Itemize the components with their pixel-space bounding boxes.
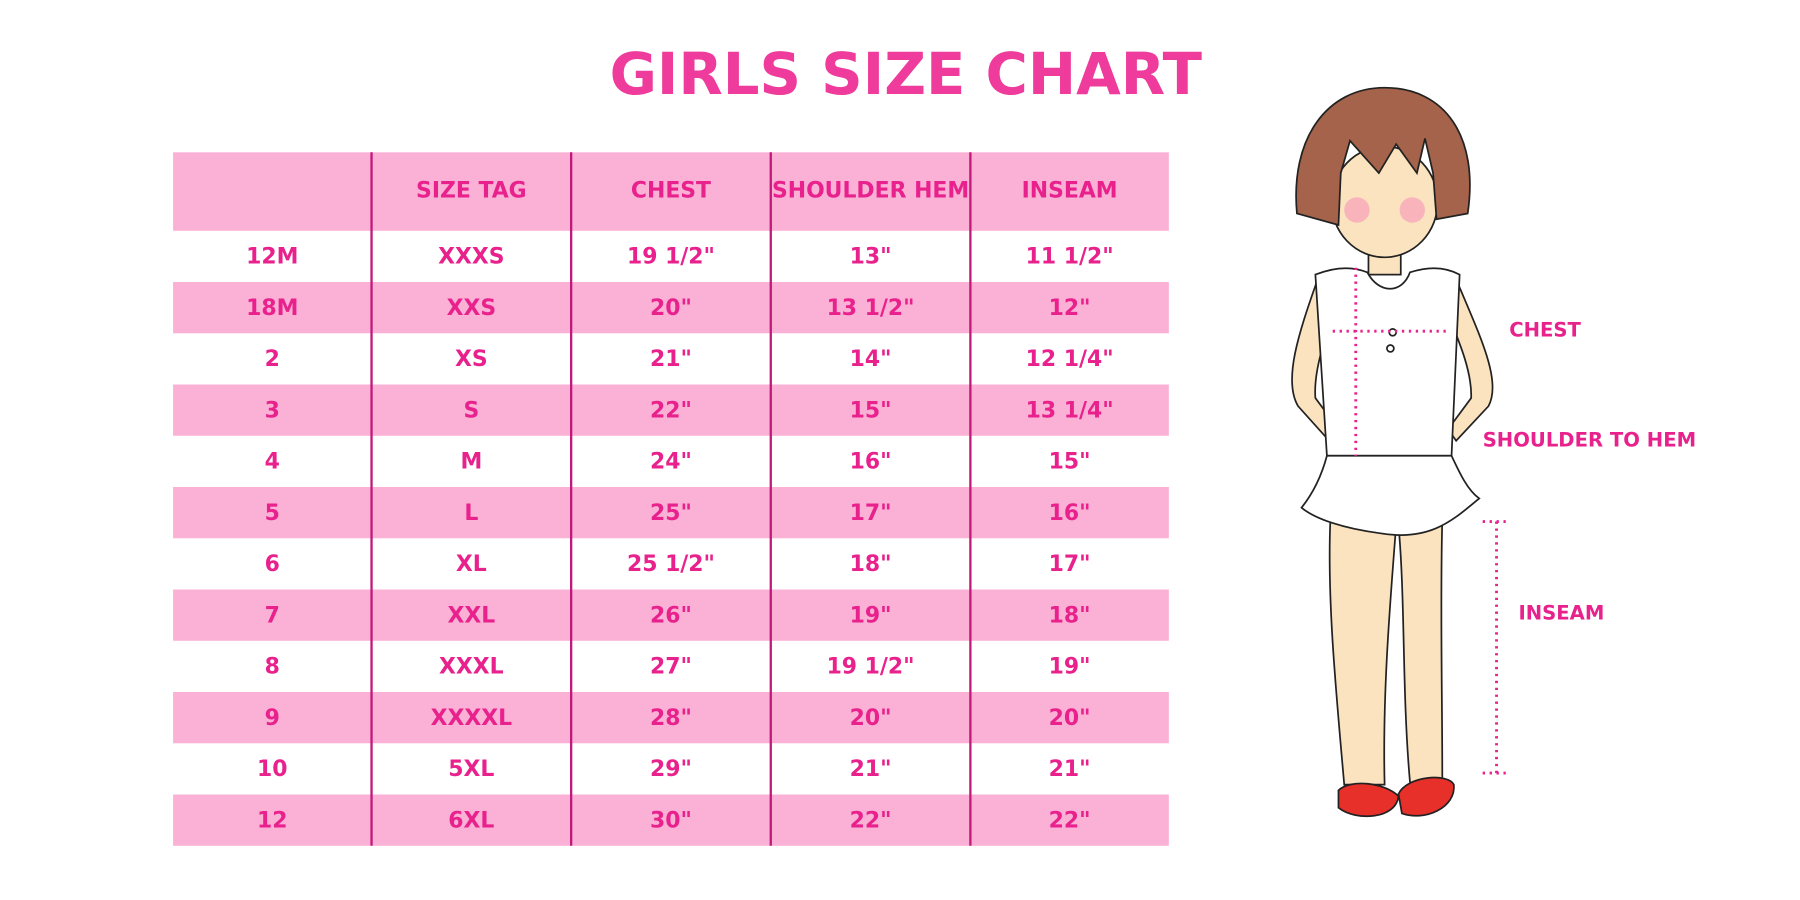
table-cell: 20" [850, 706, 892, 731]
table-cell: 18" [1049, 603, 1091, 628]
table-cell: S [463, 398, 479, 423]
table-cell: 20" [1049, 706, 1091, 731]
table-cell: 30" [650, 808, 692, 833]
table-cell: 4 [265, 450, 280, 475]
table-cell: 19 1/2" [827, 655, 915, 680]
table-cell: 21" [850, 757, 892, 782]
table-cell: 13" [850, 245, 892, 270]
table-cell: 16" [850, 450, 892, 475]
table-cell: 2 [265, 347, 280, 372]
table-cell: 15" [850, 398, 892, 423]
table-cell: 13 1/4" [1026, 398, 1114, 423]
row-band [173, 487, 1169, 539]
table-cell: 6 [265, 552, 280, 577]
table-cell: 3 [265, 398, 280, 423]
row-band [173, 589, 1169, 641]
table-cell: M [460, 450, 482, 475]
table-cell: XL [456, 552, 487, 577]
table-cell: 21" [650, 347, 692, 372]
header-cell: INSEAM [1022, 179, 1118, 204]
table-cell: 12M [246, 245, 298, 270]
title: GIRLS SIZE CHART [610, 40, 1203, 108]
table-cell: 13 1/2" [827, 296, 915, 321]
table-cell: XXL [447, 603, 495, 628]
table-cell: 28" [650, 706, 692, 731]
girl-illustration: CHEST SHOULDER TO HEM INSEAM [1291, 86, 1696, 818]
table-cell: 7 [265, 603, 280, 628]
table-cell: 18" [850, 552, 892, 577]
table-cell: 16" [1049, 501, 1091, 526]
inseam-label: INSEAM [1518, 601, 1604, 624]
row-band [173, 282, 1169, 334]
table-cell: XXXS [438, 245, 504, 270]
table-cell: 19" [1049, 655, 1091, 680]
table-cell: 15" [1049, 450, 1091, 475]
table-cell: 29" [650, 757, 692, 782]
header-row [173, 152, 1169, 231]
table-cell: 20" [650, 296, 692, 321]
table-cell: 14" [850, 347, 892, 372]
table-cell: 17" [850, 501, 892, 526]
table-cell: 12 [257, 808, 288, 833]
table-cell: 22" [850, 808, 892, 833]
header-cell: SHOULDER HEM [772, 179, 969, 204]
table-cell: XS [455, 347, 488, 372]
row-band [173, 384, 1169, 436]
table-cell: 5XL [448, 757, 494, 782]
table-cell: 27" [650, 655, 692, 680]
table-cell: 25 1/2" [627, 552, 715, 577]
table-cell: 18M [246, 296, 298, 321]
table-cell: 19 1/2" [627, 245, 715, 270]
table-cell: 25" [650, 501, 692, 526]
table-cell: 24" [650, 450, 692, 475]
chest-label: CHEST [1509, 319, 1581, 342]
table-cell: 22" [1049, 808, 1091, 833]
table-cell: 12" [1049, 296, 1091, 321]
shoulder-to-hem-label: SHOULDER TO HEM [1483, 428, 1696, 451]
table-cell: 6XL [448, 808, 494, 833]
table-cell: 19" [850, 603, 892, 628]
table-cell: 17" [1049, 552, 1091, 577]
table-cell: 10 [257, 757, 288, 782]
table-cell: 12 1/4" [1026, 347, 1114, 372]
table-cell: 5 [265, 501, 280, 526]
row-band [173, 794, 1169, 846]
row-band [173, 692, 1169, 744]
table-cell: 9 [265, 706, 280, 731]
size-table: 12M XXXS 19 1/2" 13" 11 1/2"18M XXS 20" 13 1/2"… [173, 152, 1169, 846]
table-cell: 22" [650, 398, 692, 423]
table-cell: 11 1/2" [1026, 245, 1114, 270]
table-cell: XXS [447, 296, 497, 321]
header-cell: CHEST [631, 179, 711, 204]
table-cell: 8 [265, 655, 280, 680]
table-cell: L [464, 501, 478, 526]
table-cell: XXXL [439, 655, 504, 680]
header-cell: SIZE TAG [416, 179, 527, 204]
table-cell: 26" [650, 603, 692, 628]
table-cell: XXXXL [431, 706, 513, 731]
table-cell: 21" [1049, 757, 1091, 782]
